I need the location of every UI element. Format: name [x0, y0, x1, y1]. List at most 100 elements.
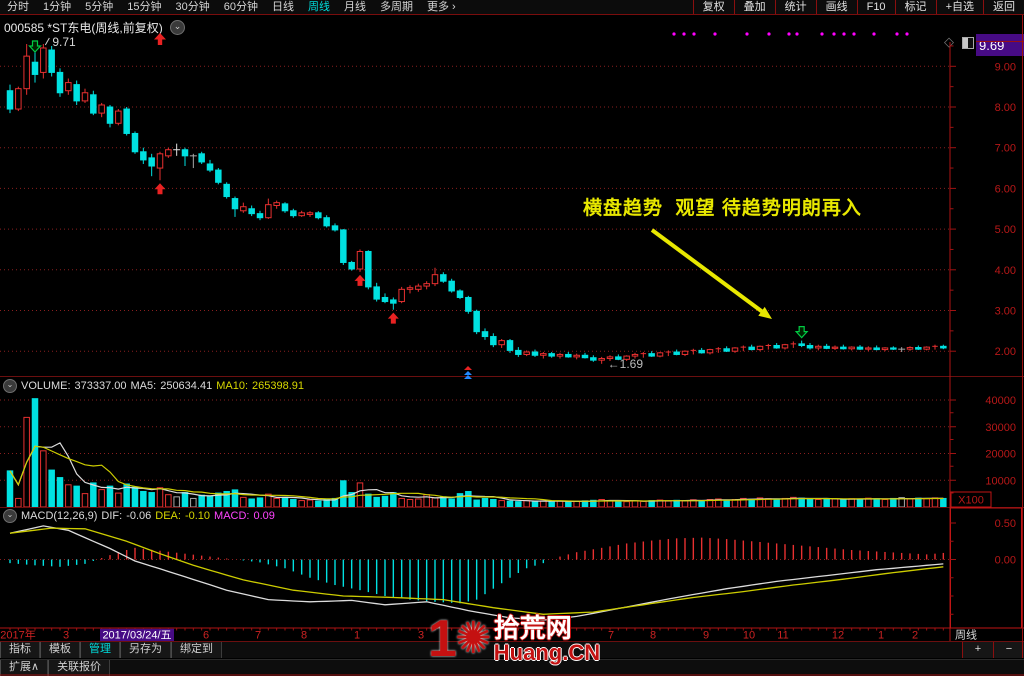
candle-body — [540, 353, 547, 356]
event-dot — [795, 32, 799, 36]
macd-axis-label: 0.50 — [995, 518, 1016, 530]
event-dot — [905, 32, 909, 36]
toolbar-button[interactable]: 模板 — [40, 642, 80, 658]
candle-body — [281, 203, 289, 212]
toolbar-button[interactable]: 管理 — [80, 642, 120, 658]
candle-body — [140, 151, 147, 161]
chevron-circle-icon[interactable]: ⌄ — [3, 379, 17, 393]
volume-bar — [840, 499, 847, 508]
period-menu-item[interactable]: 60分钟 — [223, 1, 258, 13]
candle-body — [331, 225, 339, 231]
candle-body — [731, 347, 739, 352]
volume-bar — [315, 500, 322, 508]
period-menu-item[interactable]: 月线 — [344, 1, 366, 13]
volume-bar — [431, 497, 439, 508]
toolbar-button[interactable]: 指标 — [0, 642, 40, 658]
period-menu-item[interactable]: 分时 — [7, 1, 29, 13]
candle-body — [815, 345, 822, 349]
menu-item-标记[interactable]: 标记 — [894, 0, 936, 14]
chevron-circle-icon[interactable]: ⌄ — [170, 20, 185, 35]
volume-axis-label: 40000 — [985, 395, 1016, 407]
buy-arrow-icon — [387, 312, 399, 324]
candle-body — [198, 153, 205, 163]
volume-bar — [915, 497, 922, 508]
volume-bar — [90, 482, 97, 508]
menu-item-返回[interactable]: 返回 — [983, 0, 1024, 14]
chevron-circle-icon[interactable]: ⌄ — [3, 509, 17, 523]
menu-item-F10[interactable]: F10 — [856, 0, 895, 14]
watermark-site: 拾荒网 — [493, 613, 572, 643]
sell-arrow-icon — [28, 40, 42, 53]
period-menu-item[interactable]: 多周期 — [380, 1, 413, 13]
watermark-domain: Huang.CN — [493, 640, 601, 665]
volume-bar — [56, 477, 64, 508]
candle-body — [840, 346, 847, 350]
macd-axis-box — [950, 507, 1022, 629]
candle-body — [415, 285, 422, 290]
x-axis-label: 3 — [418, 630, 424, 642]
xd-icon — [464, 371, 472, 379]
diamond-icon[interactable]: ◇ — [944, 34, 954, 49]
candle-body — [923, 346, 930, 350]
volume-bar — [48, 469, 55, 508]
toolbar-button[interactable]: 绑定到 — [171, 642, 222, 658]
event-dot — [787, 32, 791, 36]
volume-bar — [523, 500, 530, 508]
candle-body — [123, 108, 130, 134]
period-menu-item[interactable]: 日线 — [272, 1, 294, 13]
volume-bar — [548, 501, 555, 508]
xd-icon — [464, 366, 472, 370]
macd-pane-header: ⌄ MACD(12,26,9) DIF: -0.06 DEA: -0.10 MA… — [3, 509, 279, 523]
menu-item-统计[interactable]: 统计 — [774, 0, 816, 14]
menu-item-叠加[interactable]: 叠加 — [733, 0, 775, 14]
volume-bar — [515, 501, 522, 508]
volume-bar — [206, 495, 214, 508]
toolbar-button[interactable]: 关联报价 — [48, 660, 111, 676]
candle-body — [40, 47, 47, 73]
x-axis-label: 8 — [301, 630, 307, 642]
volume-bar — [765, 498, 772, 508]
period-menu-item[interactable]: 15分钟 — [127, 1, 162, 13]
candle-body — [498, 340, 505, 346]
high-pointer — [44, 37, 50, 46]
volume-bar — [15, 497, 22, 508]
period-menu-item[interactable]: 更多 › — [427, 1, 456, 13]
toolbar-button[interactable]: 另存为 — [120, 642, 171, 658]
volume-bar — [565, 501, 572, 508]
menu-item-画线[interactable]: 画线 — [815, 0, 857, 14]
candle-body — [340, 229, 347, 263]
candle-body — [556, 353, 564, 357]
candle-body — [598, 358, 605, 361]
candle-body — [215, 169, 222, 183]
date-highlight — [100, 628, 174, 641]
zoom-in-button[interactable]: + — [962, 642, 993, 658]
period-menu-item[interactable]: 1分钟 — [43, 1, 72, 13]
volume-bar — [798, 497, 805, 508]
candle-body — [615, 356, 622, 360]
period-menu-item[interactable]: 30分钟 — [175, 1, 210, 13]
volume-bar — [873, 498, 880, 508]
toolbar-button[interactable]: 扩展∧ — [0, 660, 49, 676]
candle-body — [456, 290, 464, 298]
volume-bar — [81, 493, 89, 508]
menu-item-+自选[interactable]: +自选 — [935, 0, 983, 14]
candle-body — [473, 310, 480, 333]
candle-body — [315, 212, 322, 219]
layout-icon[interactable] — [962, 37, 974, 49]
menu-item-复权[interactable]: 复权 — [692, 0, 734, 14]
volume-bar — [73, 485, 80, 508]
volume-bar — [156, 487, 164, 508]
candle-body — [56, 71, 64, 94]
volume-bar — [398, 497, 405, 508]
candle-body — [590, 357, 597, 361]
period-menu-item[interactable]: 周线 — [308, 1, 330, 13]
x-axis-label: 10 — [743, 630, 755, 642]
period-menu-item[interactable]: 5分钟 — [85, 1, 114, 13]
volume-bar — [240, 496, 247, 508]
volume-bar — [40, 450, 47, 508]
candle-body — [156, 153, 164, 169]
candle-body — [390, 299, 397, 304]
zoom-out-button[interactable]: − — [993, 642, 1024, 658]
annotation-arrow — [650, 228, 766, 315]
trend-annotation: 横盘趋势 观望 待趋势明朗再入 — [583, 198, 862, 219]
